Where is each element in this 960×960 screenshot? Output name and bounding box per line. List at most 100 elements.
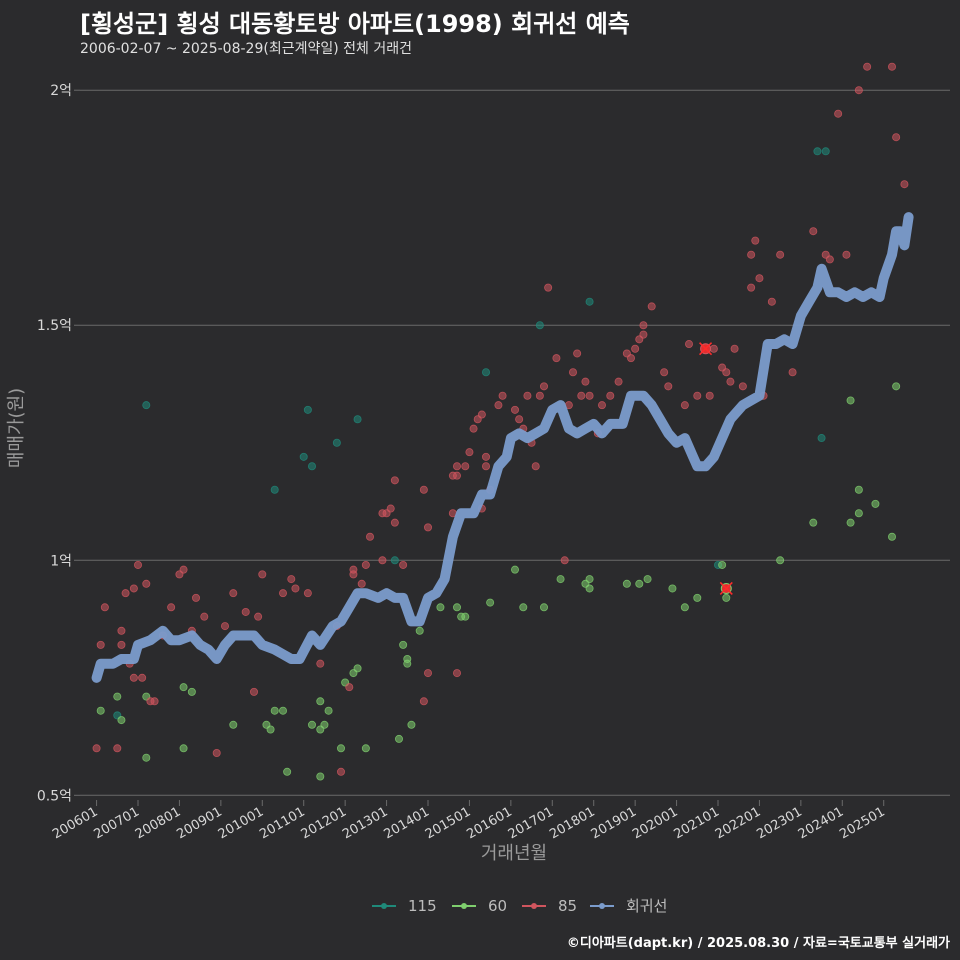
y-axis-ticks: 0.5억 1억 1.5억 2억 xyxy=(37,83,80,804)
data-point-60 xyxy=(403,659,412,668)
data-point-60 xyxy=(415,626,424,635)
y-axis-label: 매매가(원) xyxy=(6,388,27,468)
data-point-85 xyxy=(129,584,138,593)
data-point-85 xyxy=(117,626,126,635)
data-point-85 xyxy=(481,452,490,461)
data-point-85 xyxy=(92,744,101,753)
data-point-60 xyxy=(278,706,287,715)
data-point-85 xyxy=(552,354,561,363)
data-point-85 xyxy=(531,462,540,471)
data-point-85 xyxy=(278,589,287,598)
data-point-115 xyxy=(817,434,826,443)
data-point-85 xyxy=(747,250,756,259)
data-point-115 xyxy=(813,147,822,156)
x-tick-label: 201901 xyxy=(589,804,639,842)
highlight-cross xyxy=(719,581,733,596)
data-point-115 xyxy=(481,368,490,377)
x-tick-label: 201801 xyxy=(547,804,597,842)
data-point-85 xyxy=(382,509,391,518)
highlight-markers xyxy=(699,342,733,596)
data-point-85 xyxy=(138,673,147,682)
data-point-85 xyxy=(423,669,432,678)
legend-label: 회귀선 xyxy=(626,897,667,915)
data-point-85 xyxy=(452,471,461,480)
data-point-85 xyxy=(249,687,258,696)
x-axis-ticks: 2006012007012008012009012010012011012012… xyxy=(50,800,888,842)
data-point-85 xyxy=(685,340,694,349)
data-point-60 xyxy=(179,683,188,692)
data-point-85 xyxy=(693,391,702,400)
x-tick-label: 201701 xyxy=(506,804,556,842)
data-point-60 xyxy=(585,575,594,584)
data-point-60 xyxy=(316,697,325,706)
data-point-85 xyxy=(303,589,312,598)
legend-label: 115 xyxy=(408,897,437,915)
data-point-85 xyxy=(776,250,785,259)
legend-swatch-dot xyxy=(599,903,605,909)
data-point-85 xyxy=(477,410,486,419)
data-point-85 xyxy=(577,391,586,400)
data-point-60 xyxy=(117,716,126,725)
legend-swatch-dot xyxy=(461,903,467,909)
data-point-85 xyxy=(345,683,354,692)
data-point-60 xyxy=(436,603,445,612)
data-point-85 xyxy=(220,622,229,631)
data-point-85 xyxy=(705,391,714,400)
data-point-60 xyxy=(635,579,644,588)
x-tick-label: 200801 xyxy=(133,804,183,842)
data-point-85 xyxy=(419,485,428,494)
data-point-85 xyxy=(581,377,590,386)
data-point-85 xyxy=(809,227,818,236)
data-point-60 xyxy=(320,720,329,729)
data-point-85 xyxy=(378,556,387,565)
data-point-60 xyxy=(854,485,863,494)
data-point-115 xyxy=(307,462,316,471)
data-point-60 xyxy=(486,598,495,607)
gridlines xyxy=(80,89,950,796)
data-point-85 xyxy=(747,283,756,292)
data-point-60 xyxy=(846,396,855,405)
data-point-85 xyxy=(121,589,130,598)
data-point-85 xyxy=(722,368,731,377)
data-point-115 xyxy=(821,147,830,156)
data-point-85 xyxy=(892,133,901,142)
x-tick-label: 201401 xyxy=(382,804,432,842)
data-point-60 xyxy=(892,382,901,391)
data-point-85 xyxy=(336,767,345,776)
data-point-85 xyxy=(639,321,648,330)
data-point-85 xyxy=(510,405,519,414)
highlight-cross xyxy=(699,342,713,356)
data-point-85 xyxy=(96,640,105,649)
data-point-60 xyxy=(270,706,279,715)
scatter-points xyxy=(92,62,909,781)
data-point-85 xyxy=(133,560,142,569)
data-point-85 xyxy=(606,391,615,400)
data-point-60 xyxy=(407,720,416,729)
x-axis-label: 거래년월 xyxy=(481,843,547,864)
data-point-85 xyxy=(540,382,549,391)
data-point-85 xyxy=(639,330,648,339)
data-point-85 xyxy=(751,236,760,245)
data-point-85 xyxy=(647,302,656,311)
data-point-85 xyxy=(573,349,582,358)
legend: 115 60 85 회귀선 xyxy=(372,897,667,915)
data-point-85 xyxy=(212,748,221,757)
data-point-60 xyxy=(540,603,549,612)
data-point-85 xyxy=(150,697,159,706)
data-point-60 xyxy=(361,744,370,753)
data-point-85 xyxy=(560,556,569,565)
data-point-85 xyxy=(229,589,238,598)
data-point-85 xyxy=(660,368,669,377)
data-point-85 xyxy=(888,62,897,71)
data-point-60 xyxy=(336,744,345,753)
data-point-85 xyxy=(465,448,474,457)
data-point-115 xyxy=(299,452,308,461)
chart-subtitle: 2006-02-07 ~ 2025-08-29(최근계약일) 전체 거래건 xyxy=(80,41,412,57)
data-point-60 xyxy=(96,706,105,715)
data-point-60 xyxy=(179,744,188,753)
data-point-60 xyxy=(142,753,151,762)
data-point-115 xyxy=(390,556,399,565)
y-tick-label: 1억 xyxy=(50,553,72,569)
data-point-60 xyxy=(809,518,818,527)
